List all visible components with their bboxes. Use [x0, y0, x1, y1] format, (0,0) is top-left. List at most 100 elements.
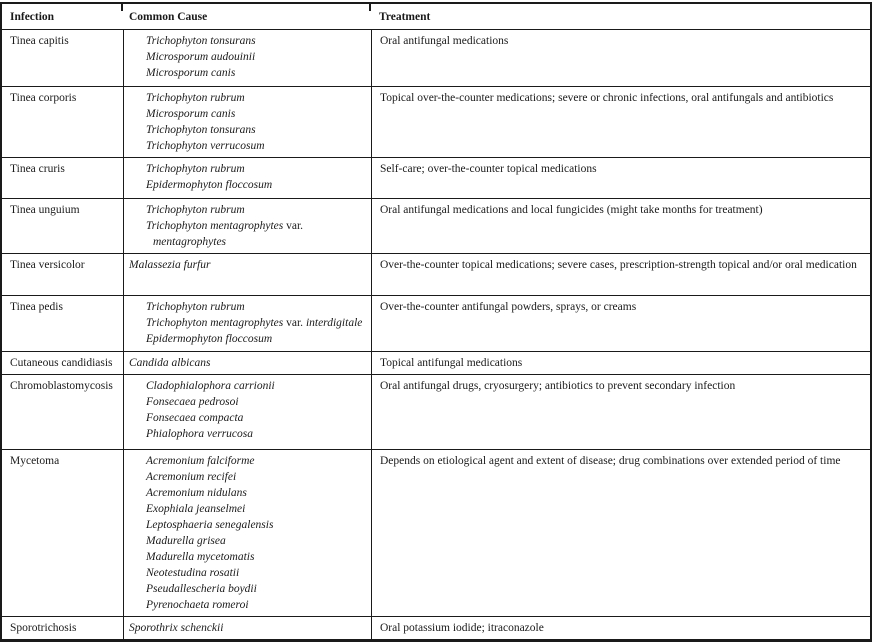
- table-header-row: Infection Common Cause Treatment: [2, 4, 870, 30]
- species-name-segment: Phialophora verrucosa: [146, 428, 254, 440]
- cause-species: Acremonium recifei: [124, 469, 367, 485]
- table-row: Tinea unguium Trichophyton rubrum Trichop…: [2, 199, 870, 254]
- species-name-segment: Fonsecaea pedrosoi: [146, 396, 239, 408]
- cause-species: Trichophyton rubrum: [124, 299, 367, 315]
- species-name-segment: Trichophyton rubrum: [146, 163, 245, 175]
- species-name-segment: Microsporum canis: [146, 108, 236, 120]
- treatment-text: Over-the-counter antifungal powders, spr…: [380, 301, 637, 313]
- table-row: Tinea cruris Trichophyton rubrum Epidermo…: [2, 158, 870, 199]
- cause-species: Exophiala jeanselmei: [124, 501, 367, 517]
- cause-species: Trichophyton mentagrophytes var. interdi…: [124, 315, 367, 331]
- species-name-segment: Pyrenochaeta romeroi: [146, 599, 249, 611]
- cause-species: Trichophyton verrucosum: [124, 138, 367, 154]
- species-name-segment: Trichophyton rubrum: [146, 92, 245, 104]
- common-cause-cell: Candida albicans: [123, 352, 371, 374]
- cause-species: Cladophialophora carrionii: [124, 378, 367, 394]
- species-name-segment: Trichophyton mentagrophytes: [146, 317, 287, 329]
- cause-species: Trichophyton tonsurans: [124, 33, 367, 49]
- table-row: Chromoblastomycosis Cladophialophora car…: [2, 375, 870, 450]
- species-name-segment: Malassezia furfur: [129, 259, 211, 271]
- variant-label-segment: var.: [286, 220, 304, 232]
- treatment-cell: Depends on etiological agent and extent …: [371, 450, 870, 616]
- treatment-cell: Oral antifungal drugs, cryosurgery; anti…: [371, 375, 870, 449]
- cause-species: Acremonium nidulans: [124, 485, 367, 501]
- species-name-segment: Acremonium recifei: [146, 471, 237, 483]
- cause-species: Madurella mycetomatis: [124, 549, 367, 565]
- cause-species: Fonsecaea pedrosoi: [124, 394, 367, 410]
- treatment-text: Topical over-the-counter medications; se…: [380, 92, 834, 104]
- common-cause-cell: Trichophyton rubrum Trichophyton mentagro…: [123, 199, 371, 253]
- table-row: Tinea capitis Trichophyton tonsurans Micr…: [2, 30, 870, 87]
- table-row: Mycetoma Acremonium falciforme Acremonium…: [2, 450, 870, 617]
- species-name-segment: mentagrophytes: [153, 236, 227, 248]
- infection-cell: Tinea unguium: [10, 204, 80, 216]
- species-name-segment: Trichophyton tonsurans: [146, 124, 256, 136]
- species-name-segment: Exophiala jeanselmei: [146, 503, 246, 515]
- cause-species: Pseudallescheria boydii: [124, 581, 367, 597]
- treatment-text: Oral antifungal medications and local fu…: [380, 204, 763, 216]
- infection-cell: Sporotrichosis: [10, 622, 77, 634]
- treatment-cell: Over-the-counter antifungal powders, spr…: [371, 296, 870, 351]
- common-cause-cell: Trichophyton tonsurans Microsporum audoui…: [123, 30, 371, 86]
- species-name-segment: Trichophyton mentagrophytes: [146, 220, 287, 232]
- table-row: Cutaneous candidiasis Candida albicans T…: [2, 352, 870, 375]
- table-row: Tinea versicolor Malassezia furfur Over-…: [2, 254, 870, 296]
- cause-species: Phialophora verrucosa: [124, 426, 367, 442]
- table-row: Tinea pedis Trichophyton rubrum Trichophy…: [2, 296, 870, 352]
- treatment-text: Self-care; over-the-counter topical medi…: [380, 163, 597, 175]
- treatment-cell: Topical over-the-counter medications; se…: [371, 87, 870, 157]
- infection-cell: Mycetoma: [10, 455, 60, 467]
- treatment-cell: Oral antifungal medications and local fu…: [371, 199, 870, 253]
- treatment-cell: Topical antifungal medications: [371, 352, 870, 374]
- infection-cell: Tinea corporis: [10, 92, 77, 104]
- cause-species: Acremonium falciforme: [124, 453, 367, 469]
- cause-species: Epidermophyton floccosum: [124, 331, 367, 347]
- cause-species: Neotestudina rosatii: [124, 565, 367, 581]
- species-name-segment: Pseudallescheria boydii: [146, 583, 257, 595]
- species-name-segment: Neotestudina rosatii: [146, 567, 240, 579]
- species-name-segment: Candida albicans: [129, 357, 211, 369]
- treatment-cell: Oral antifungal medications: [371, 30, 870, 86]
- table-row: Sporotrichosis Sporothrix schenckii Oral…: [2, 617, 870, 639]
- column-divider-tick: [121, 2, 123, 11]
- infection-cell: Tinea cruris: [10, 163, 65, 175]
- infection-cell: Cutaneous candidiasis: [10, 357, 113, 369]
- common-cause-cell: Acremonium falciforme Acremonium recifei A…: [123, 450, 371, 616]
- infection-cell: Tinea versicolor: [10, 259, 85, 271]
- cause-species: Microsporum canis: [124, 106, 367, 122]
- infection-cell: Tinea capitis: [10, 35, 69, 47]
- treatment-cell: Self-care; over-the-counter topical medi…: [371, 158, 870, 198]
- column-divider-tick: [369, 2, 371, 11]
- species-name-segment: Acremonium nidulans: [146, 487, 247, 499]
- cause-species: Trichophyton tonsurans: [124, 122, 367, 138]
- cause-species: Trichophyton rubrum: [124, 161, 367, 177]
- species-name-segment: Madurella grisea: [146, 535, 226, 547]
- treatment-text: Depends on etiological agent and extent …: [380, 455, 841, 467]
- species-name-segment: Trichophyton verrucosum: [146, 140, 265, 152]
- variant-label-segment: var.: [286, 317, 306, 329]
- species-name-segment: Epidermophyton floccosum: [146, 179, 273, 191]
- treatment-text: Over-the-counter topical medications; se…: [380, 259, 857, 271]
- treatment-cell: Oral potassium iodide; itraconazole: [371, 617, 870, 639]
- cause-species: Epidermophyton floccosum: [124, 177, 367, 193]
- column-header-infection: Infection: [10, 11, 55, 23]
- cause-species: Fonsecaea compacta: [124, 410, 367, 426]
- treatment-text: Oral antifungal drugs, cryosurgery; anti…: [380, 380, 736, 392]
- species-name-segment: Madurella mycetomatis: [146, 551, 255, 563]
- column-header-common-cause: Common Cause: [129, 11, 208, 23]
- treatment-text: Oral antifungal medications: [380, 35, 509, 47]
- cause-species: Trichophyton rubrum: [124, 90, 367, 106]
- species-name-segment: Epidermophyton floccosum: [146, 333, 273, 345]
- species-name-segment: interdigitale: [305, 317, 363, 329]
- treatment-text: Oral potassium iodide; itraconazole: [380, 622, 544, 634]
- common-cause-cell: Malassezia furfur: [123, 254, 371, 295]
- treatment-text: Topical antifungal medications: [380, 357, 523, 369]
- table-row: Tinea corporis Trichophyton rubrum Micros…: [2, 87, 870, 158]
- cause-species: Microsporum audouinii: [124, 49, 367, 65]
- cause-species: Madurella grisea: [124, 533, 367, 549]
- treatment-cell: Over-the-counter topical medications; se…: [371, 254, 870, 295]
- species-name-segment: Trichophyton rubrum: [146, 204, 245, 216]
- cause-species: Microsporum canis: [124, 65, 367, 81]
- common-cause-cell: Trichophyton rubrum Microsporum canis Tric…: [123, 87, 371, 157]
